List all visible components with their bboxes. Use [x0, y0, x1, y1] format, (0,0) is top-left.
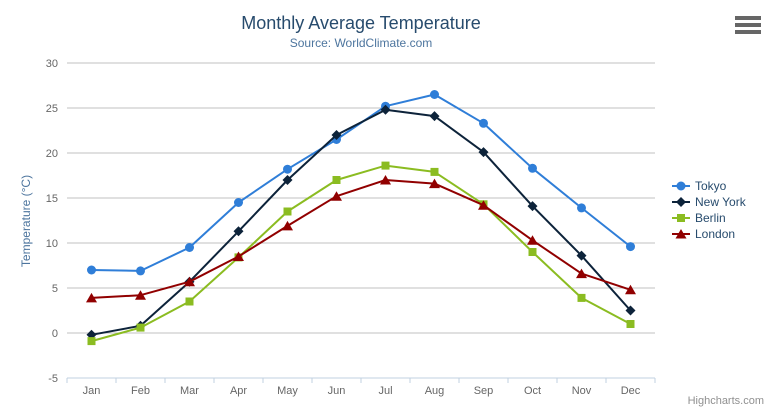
data-point-new-york-Jul[interactable] [380, 104, 391, 115]
hamburger-menu-icon [735, 16, 761, 20]
x-axis-label: Nov [572, 385, 592, 397]
chart-title: Monthly Average Temperature [241, 13, 481, 33]
data-point-tokyo-Dec[interactable] [626, 242, 635, 252]
x-axis-label: Jan [83, 385, 101, 397]
data-point-new-york-Dec[interactable] [625, 305, 636, 316]
data-point-london-Jan[interactable] [86, 292, 97, 303]
legend-marker-circle-icon [672, 181, 690, 191]
x-axis-label: Jul [378, 385, 392, 397]
legend-marker-triangle-icon [672, 229, 690, 239]
credits-link[interactable]: Highcharts.com [687, 395, 764, 407]
data-point-london-Aug[interactable] [429, 178, 440, 189]
data-point-berlin-Jun[interactable] [332, 176, 341, 184]
y-axis-label: 20 [46, 148, 58, 160]
data-point-new-york-Apr[interactable] [233, 226, 244, 237]
x-axis-label: Feb [131, 385, 150, 397]
legend-item-tokyo[interactable]: Tokyo [672, 178, 746, 194]
hamburger-menu-icon [735, 30, 761, 34]
data-point-berlin-May[interactable] [283, 207, 292, 216]
data-point-tokyo-Aug[interactable] [430, 90, 439, 99]
data-point-berlin-Aug[interactable] [430, 167, 439, 176]
x-axis-label: Jun [328, 385, 346, 397]
y-axis-label: -5 [48, 373, 58, 385]
data-point-berlin-Mar[interactable] [185, 297, 194, 306]
data-point-berlin-Jul[interactable] [381, 161, 390, 170]
series-line-new-york[interactable] [90, 108, 632, 336]
data-point-london-Feb[interactable] [135, 290, 146, 300]
data-point-new-york-Aug[interactable] [429, 111, 440, 122]
x-axis-label: Sep [474, 385, 494, 397]
series-line-tokyo[interactable] [90, 93, 632, 272]
y-axis-label: 0 [52, 328, 58, 340]
y-axis-label: 15 [46, 193, 58, 205]
x-axis-label: Apr [230, 385, 247, 397]
data-point-tokyo-May[interactable] [283, 164, 292, 174]
data-point-new-york-Nov[interactable] [576, 250, 587, 261]
y-axis-label: 30 [46, 58, 58, 70]
x-axis-label: May [277, 385, 298, 397]
data-point-berlin-Feb[interactable] [136, 323, 145, 332]
data-point-new-york-Oct[interactable] [527, 201, 538, 212]
data-point-tokyo-Jan[interactable] [87, 265, 96, 275]
data-point-new-york-May[interactable] [282, 175, 293, 185]
legend-marker-shape [675, 229, 687, 239]
legend-item-berlin[interactable]: Berlin [672, 210, 746, 226]
data-point-london-Oct[interactable] [527, 235, 538, 245]
hamburger-menu-icon [735, 23, 761, 27]
legend-label: New York [695, 195, 746, 209]
x-axis-label: Dec [621, 385, 641, 397]
x-axis-label: Mar [180, 385, 199, 397]
series-line-london[interactable] [90, 179, 632, 299]
x-axis-label: Aug [425, 385, 445, 397]
legend-marker-shape [677, 214, 685, 222]
data-point-berlin-Nov[interactable] [577, 293, 586, 302]
legend-label: Berlin [695, 211, 726, 225]
legend-marker-shape [676, 197, 686, 207]
legend-marker-diamond-icon [672, 197, 690, 207]
legend-marker-square-icon [672, 214, 690, 222]
y-axis-label: 10 [46, 238, 58, 250]
data-point-berlin-Oct[interactable] [528, 248, 537, 256]
data-point-tokyo-Sep[interactable] [479, 118, 488, 128]
data-point-tokyo-Nov[interactable] [577, 203, 586, 213]
data-point-london-May[interactable] [282, 220, 293, 231]
data-point-new-york-Jun[interactable] [331, 130, 342, 140]
y-axis-label: 5 [52, 283, 58, 295]
data-point-tokyo-Mar[interactable] [185, 243, 194, 252]
data-point-london-Apr[interactable] [233, 251, 244, 262]
data-point-london-Nov[interactable] [576, 268, 587, 279]
legend-item-london[interactable]: London [672, 226, 746, 242]
data-point-london-Dec[interactable] [625, 284, 636, 295]
data-point-london-Jul[interactable] [380, 175, 391, 185]
series-line-berlin[interactable] [90, 164, 632, 343]
data-point-berlin-Jan[interactable] [87, 337, 96, 346]
data-point-london-Sep[interactable] [478, 200, 489, 210]
x-axis-label: Oct [524, 385, 541, 397]
data-point-london-Mar[interactable] [184, 276, 195, 287]
legend: Tokyo New York Berlin London [672, 178, 746, 242]
data-point-tokyo-Oct[interactable] [528, 163, 537, 173]
y-axis-label: 25 [46, 103, 58, 115]
data-point-tokyo-Feb[interactable] [136, 266, 145, 276]
data-point-new-york-Sep[interactable] [478, 147, 489, 158]
legend-marker-shape [676, 181, 686, 191]
data-point-berlin-Dec[interactable] [626, 320, 635, 328]
context-menu-button[interactable] [735, 16, 761, 37]
data-point-london-Jun[interactable] [331, 191, 342, 201]
chart-subtitle: Source: WorldClimate.com [289, 36, 433, 50]
legend-label: Tokyo [695, 179, 727, 193]
legend-item-new-york[interactable]: New York [672, 194, 746, 210]
y-axis-title: Temperature (°C) [19, 174, 33, 268]
data-point-tokyo-Apr[interactable] [234, 198, 243, 207]
legend-label: London [695, 227, 736, 241]
